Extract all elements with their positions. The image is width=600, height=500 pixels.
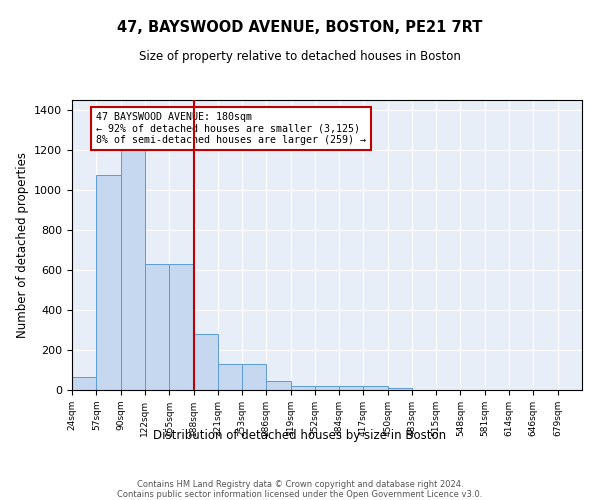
Bar (194, 334, 218, 390)
Text: Contains HM Land Registry data © Crown copyright and database right 2024.
Contai: Contains HM Land Registry data © Crown c… (118, 480, 482, 500)
Bar (97, 175, 121, 390)
Bar (242, 364, 266, 390)
Bar (290, 386, 315, 390)
Bar (388, 388, 412, 390)
Bar (169, 264, 194, 390)
Bar (218, 364, 242, 390)
Bar (266, 381, 290, 390)
Bar (121, 134, 145, 390)
Text: Size of property relative to detached houses in Boston: Size of property relative to detached ho… (139, 50, 461, 63)
Text: 47 BAYSWOOD AVENUE: 180sqm
← 92% of detached houses are smaller (3,125)
8% of se: 47 BAYSWOOD AVENUE: 180sqm ← 92% of deta… (97, 112, 367, 145)
Bar (315, 386, 339, 390)
Bar (339, 386, 364, 390)
Text: 47, BAYSWOOD AVENUE, BOSTON, PE21 7RT: 47, BAYSWOOD AVENUE, BOSTON, PE21 7RT (118, 20, 482, 35)
Bar (72, 377, 97, 390)
Bar (145, 264, 169, 390)
Text: Distribution of detached houses by size in Boston: Distribution of detached houses by size … (154, 428, 446, 442)
Bar (364, 386, 388, 390)
Y-axis label: Number of detached properties: Number of detached properties (16, 152, 29, 338)
